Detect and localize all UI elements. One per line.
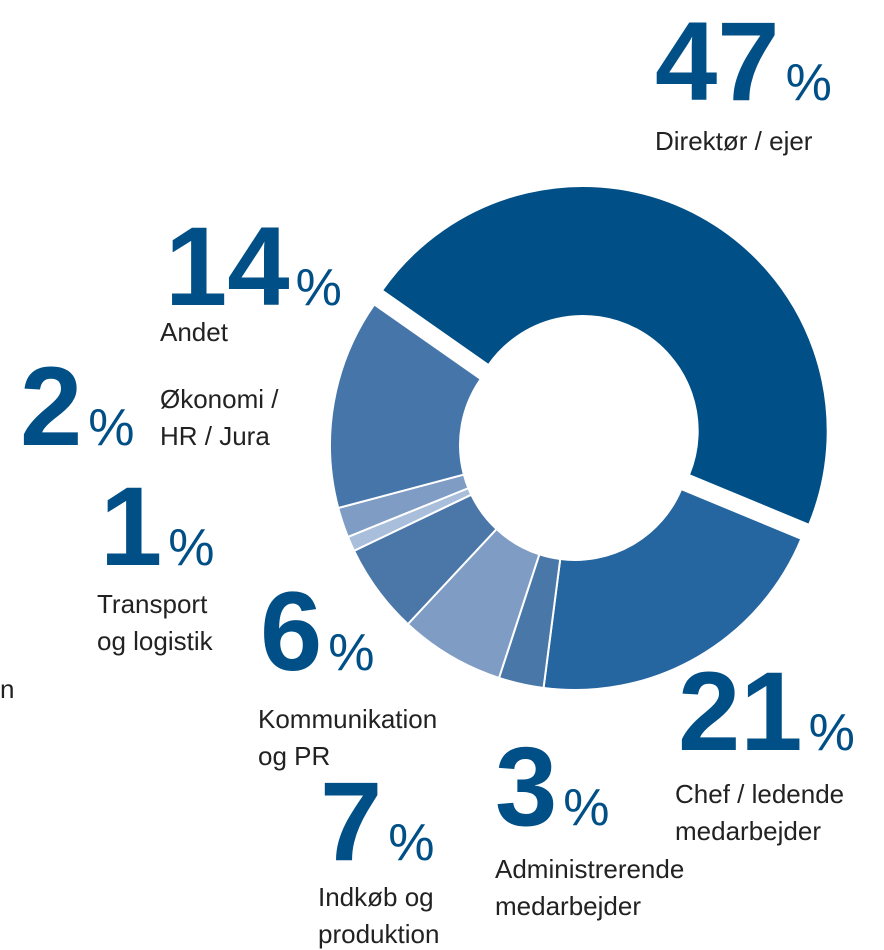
value-label: 1 [100, 464, 162, 589]
category-label: medarbejder [495, 891, 641, 921]
value-label: 14 [165, 204, 290, 329]
unit-label: % [809, 704, 855, 762]
category-label: Økonomi / [160, 384, 279, 414]
category-label: Administrerende [495, 854, 684, 884]
value-label: 47 [655, 0, 780, 124]
category-label: og PR [258, 741, 330, 771]
category-label: produktion [318, 919, 439, 949]
category-label: og logistik [97, 626, 214, 656]
unit-label: % [563, 779, 609, 837]
category-label: Indkøb og [318, 882, 434, 912]
category-label: Transport [97, 589, 208, 619]
value-label: 21 [678, 649, 803, 774]
unit-label: % [168, 519, 214, 577]
category-label: Chef / ledende [675, 779, 844, 809]
category-label: Andet [160, 317, 229, 347]
donut-slice [380, 184, 829, 527]
value-label: 2 [20, 344, 82, 469]
clipped-label: n [0, 674, 14, 704]
category-label: medarbejder [675, 816, 821, 846]
unit-label: % [88, 399, 134, 457]
unit-label: % [296, 259, 342, 317]
donut-slice [542, 487, 803, 691]
value-label: 7 [320, 759, 382, 884]
donut-slice [329, 303, 483, 510]
category-label: Kommunikation [258, 704, 437, 734]
value-label: 6 [260, 569, 322, 694]
category-label: HR / Jura [160, 421, 270, 451]
category-label: Direktør / ejer [655, 126, 813, 156]
value-label: 3 [495, 724, 557, 849]
unit-label: % [388, 814, 434, 872]
unit-label: % [786, 54, 832, 112]
unit-label: % [328, 624, 374, 682]
